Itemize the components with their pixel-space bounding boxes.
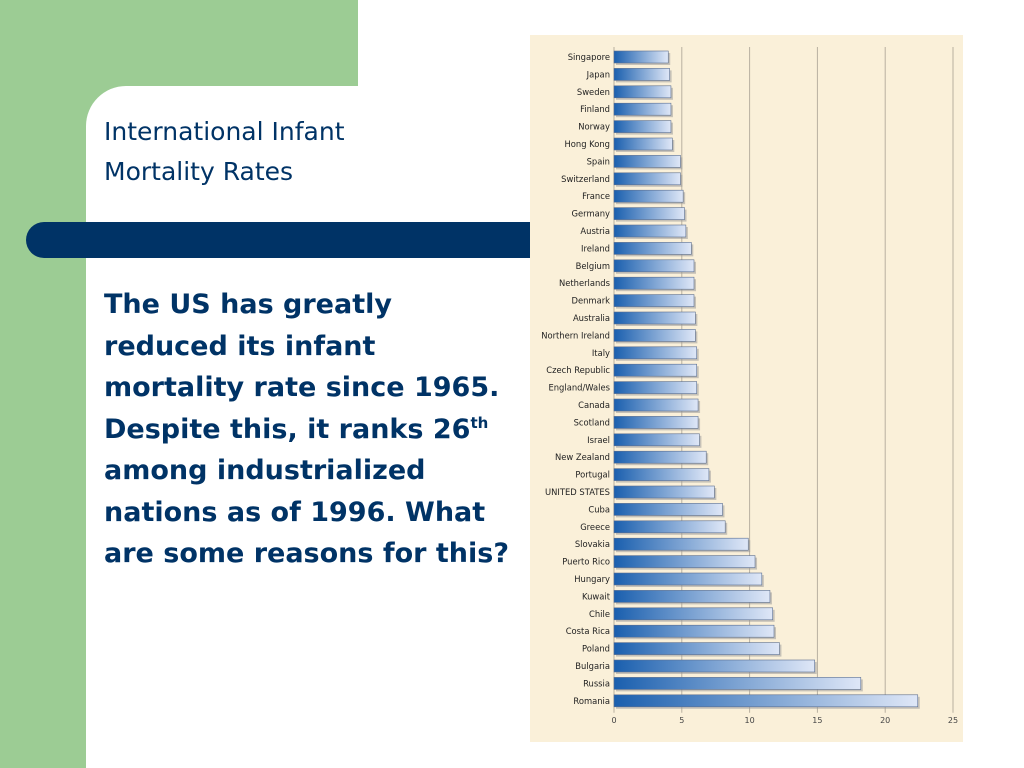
bar [613, 555, 756, 568]
category-label: UNITED STATES [545, 487, 610, 497]
category-label: Switzerland [561, 174, 610, 184]
x-tick-label: 25 [948, 716, 958, 725]
bar [613, 433, 700, 447]
category-label: Kuwait [582, 591, 611, 601]
category-label: Northern Ireland [541, 330, 610, 340]
infant-mortality-chart: Singapore Japan Sweden Finland Norway Hong Ko… [530, 35, 963, 742]
category-label: New Zealand [555, 452, 610, 462]
bar [613, 694, 919, 708]
category-label: Bulgaria [575, 661, 610, 671]
title-line-2: Mortality Rates [104, 157, 294, 186]
category-label: Puerto Rico [562, 557, 610, 567]
bar [613, 572, 763, 586]
ordinal-suffix: th [470, 413, 489, 432]
category-label: Poland [582, 644, 610, 654]
category-label: Portugal [575, 470, 610, 480]
bar [613, 520, 726, 534]
bar [613, 68, 670, 81]
bar [613, 659, 815, 673]
category-label: Finland [580, 104, 610, 114]
category-label: Australia [573, 313, 610, 323]
bar [613, 346, 698, 360]
category-label: Scotland [574, 417, 610, 427]
category-label: Israel [587, 435, 610, 445]
category-label: Netherlands [559, 278, 610, 288]
bar [613, 120, 672, 133]
category-label: Chile [589, 609, 610, 619]
bar [613, 607, 773, 621]
bar [613, 590, 771, 603]
x-tick-label: 10 [745, 716, 755, 725]
bar [613, 381, 698, 394]
bar [613, 294, 695, 307]
bar [613, 172, 681, 186]
body-text-part-1: The US has greatly reduced its infant mo… [104, 289, 500, 445]
bar [613, 468, 710, 481]
bar [613, 450, 707, 464]
category-label: Costa Rica [566, 626, 610, 636]
category-label: Austria [580, 226, 610, 236]
bar [613, 537, 749, 551]
category-label: Romania [573, 696, 610, 706]
x-tick-label: 5 [679, 716, 684, 725]
category-label: Belgium [576, 261, 610, 271]
navy-divider-bar [26, 222, 546, 258]
category-label: Japan [586, 69, 610, 79]
bar [613, 102, 672, 116]
category-label: Italy [592, 348, 610, 358]
bar [613, 485, 715, 499]
body-paragraph: The US has greatly reduced its infant mo… [104, 284, 524, 575]
bar [613, 311, 696, 325]
category-label: Ireland [581, 243, 610, 253]
bar [613, 677, 862, 690]
bar [613, 276, 695, 290]
body-text-part-2: among industrialized nations as of 1996.… [104, 455, 509, 569]
bar [613, 259, 695, 273]
x-axis-ticks: 0 5 10 15 20 25 [611, 716, 958, 725]
x-tick-label: 15 [812, 716, 822, 725]
bar [613, 85, 672, 99]
bar [613, 329, 696, 342]
category-label: Cuba [588, 504, 610, 514]
bar [613, 189, 684, 203]
category-label: Canada [578, 400, 610, 410]
category-label: Sweden [577, 87, 610, 97]
category-labels: Singapore Japan Sweden Finland Norway Hong Ko… [541, 52, 611, 706]
category-label: Hungary [574, 574, 610, 584]
category-label: Norway [578, 122, 610, 132]
bar [613, 398, 699, 412]
slide-title: International Infant Mortality Rates [104, 112, 504, 192]
x-tick-label: 0 [611, 716, 616, 725]
bar [613, 207, 685, 220]
bar [613, 224, 687, 238]
category-label: France [582, 191, 610, 201]
category-label: Denmark [572, 296, 611, 306]
chart-svg: Singapore Japan Sweden Finland Norway Hong Ko… [541, 47, 958, 725]
white-content-card [86, 86, 536, 768]
title-line-1: International Infant [104, 117, 345, 146]
x-tick-label: 20 [880, 716, 890, 725]
bar [613, 642, 780, 655]
category-label: Russia [583, 678, 610, 688]
bar [613, 242, 692, 255]
category-label: Czech Republic [546, 365, 610, 375]
bar [613, 624, 775, 638]
bar [613, 363, 698, 377]
bar [613, 50, 669, 64]
bar [613, 155, 681, 168]
category-label: Germany [572, 209, 611, 219]
bars [613, 50, 920, 709]
category-label: Singapore [568, 52, 610, 62]
bar [613, 503, 723, 516]
category-label: Spain [587, 156, 610, 166]
bar [613, 137, 673, 151]
category-label: England/Wales [548, 383, 610, 393]
category-label: Hong Kong [564, 139, 610, 149]
category-label: Slovakia [575, 539, 610, 549]
bar [613, 416, 699, 429]
category-label: Greece [580, 522, 610, 532]
